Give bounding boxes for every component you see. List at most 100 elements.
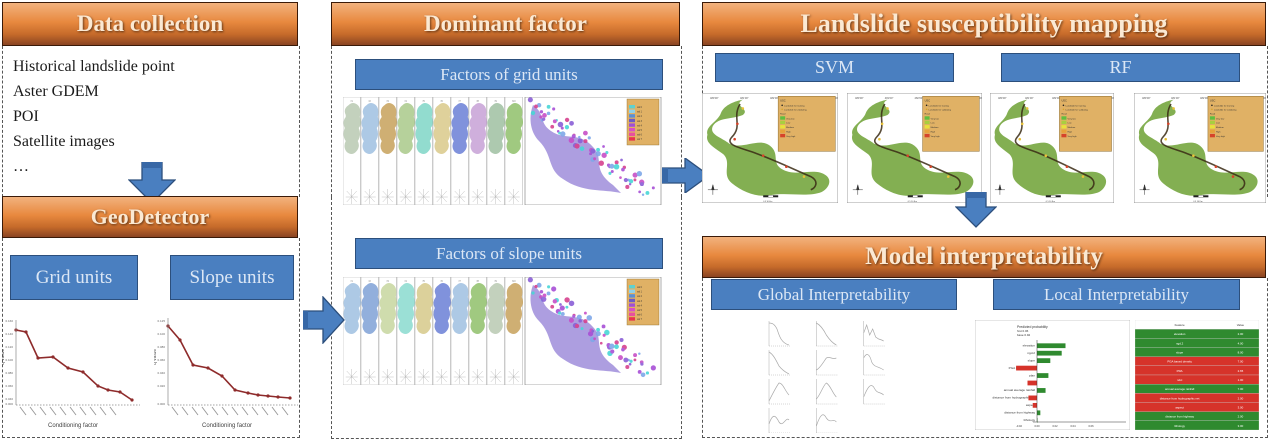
svg-text:482'00": 482'00" (915, 96, 924, 100)
svg-text:val 6: val 6 (637, 135, 643, 137)
svg-text:8.00: 8.00 (1238, 350, 1244, 354)
svg-text:Landslide for training: Landslide for training (1214, 104, 1235, 107)
svg-text:USC: USC (780, 98, 786, 102)
svg-text:lithology: lithology (1024, 418, 1036, 422)
svg-text:0.020: 0.020 (157, 384, 165, 388)
svg-text:Value: Value (1237, 323, 1245, 327)
svg-text:elevation: elevation (1023, 343, 1036, 347)
svg-text:Road: Road (1061, 113, 1067, 115)
svg-text:High: High (931, 132, 936, 134)
svg-text:Very high: Very high (786, 135, 796, 138)
svg-text:ngd.2: ngd.2 (1027, 351, 1035, 355)
svg-text:0.000: 0.000 (157, 402, 165, 406)
svg-text:0.060: 0.060 (157, 358, 165, 362)
svg-text:Road: Road (780, 113, 786, 115)
svg-text:aspect: aspect (1175, 405, 1184, 409)
svg-text:Medium: Medium (786, 127, 794, 129)
svg-text:480'00": 480'00" (710, 96, 719, 100)
svg-text:2.00: 2.00 (1238, 332, 1244, 336)
svg-text:482'00": 482'00" (770, 96, 779, 100)
svg-text:0.06: 0.06 (1088, 424, 1094, 428)
svg-text:Landslide for validating: Landslide for validating (784, 108, 807, 111)
svg-text:Conditioning factor: Conditioning factor (202, 423, 252, 429)
svg-text:Feature: Feature (1175, 323, 1185, 327)
svg-text:0.040: 0.040 (5, 397, 13, 401)
svg-text:0 5 10 Km: 0 5 10 Km (1193, 201, 1202, 203)
svg-text:ndvi: ndvi (1177, 378, 1183, 382)
svg-text:Medium: Medium (1067, 127, 1075, 129)
svg-text:480'00": 480'00" (998, 96, 1007, 100)
svg-text:0 5 10 Km: 0 5 10 Km (763, 201, 772, 203)
svg-text:PGA based density: PGA based density (1167, 360, 1192, 364)
svg-text:Medium: Medium (931, 127, 939, 129)
svg-text:Low: Low (786, 123, 790, 125)
svg-text:val 4: val 4 (637, 305, 643, 307)
svg-text:base 0.92: base 0.92 (1017, 333, 1031, 337)
svg-text:0 5 10 Km: 0 5 10 Km (1046, 201, 1055, 203)
svg-text:2.00: 2.00 (1238, 415, 1244, 419)
svg-text:val 0: val 0 (637, 107, 643, 109)
svg-text:Conditioning factor: Conditioning factor (48, 423, 98, 429)
svg-text:Very low: Very low (1216, 117, 1225, 120)
svg-text:0.00: 0.00 (1034, 424, 1040, 428)
svg-text:481'00": 481'00" (1171, 96, 1180, 100)
svg-text:480'00": 480'00" (855, 96, 864, 100)
svg-text:0.02: 0.02 (1052, 424, 1058, 428)
svg-text:val 7: val 7 (637, 319, 643, 321)
svg-text:val 1: val 1 (637, 292, 643, 294)
svg-text:Landslide for validating: Landslide for validating (1214, 108, 1237, 111)
svg-text:val 0: val 0 (637, 287, 643, 289)
svg-text:val 4: val 4 (637, 125, 643, 127)
svg-text:val 5: val 5 (637, 310, 643, 312)
svg-text:0.100: 0.100 (157, 332, 165, 336)
svg-text:2.00: 2.00 (1238, 396, 1244, 400)
svg-text:q value: q value (154, 349, 158, 365)
svg-text:0.140: 0.140 (5, 332, 13, 336)
svg-text:0.000: 0.000 (5, 402, 13, 406)
svg-text:480'00": 480'00" (1142, 96, 1151, 100)
svg-text:Landslide for validating: Landslide for validating (1065, 108, 1088, 111)
svg-text:Very high: Very high (931, 135, 941, 138)
svg-text:Medium: Medium (1216, 127, 1224, 129)
svg-text:High: High (786, 132, 791, 134)
svg-text:Very high: Very high (1216, 135, 1226, 138)
svg-text:val 7: val 7 (637, 139, 643, 141)
svg-text:0.080: 0.080 (157, 345, 165, 349)
svg-text:7.00: 7.00 (1238, 387, 1244, 391)
svg-text:-0.02: -0.02 (1016, 424, 1022, 428)
svg-text:USC: USC (1061, 98, 1067, 102)
svg-text:1.00: 1.00 (1238, 378, 1244, 382)
svg-text:0.160: 0.160 (5, 319, 13, 323)
svg-text:slope: slope (1176, 350, 1183, 354)
svg-text:distance from hydrographic net: distance from hydrographic net (1160, 396, 1200, 400)
svg-text:3.00: 3.00 (1238, 405, 1244, 409)
svg-text:0 5 10 Km: 0 5 10 Km (908, 201, 917, 203)
svg-text:f10: f10 (512, 99, 516, 103)
svg-text:Landslide for training: Landslide for training (1065, 104, 1086, 107)
svg-text:2.65: 2.65 (1238, 369, 1244, 373)
svg-text:3.00: 3.00 (1238, 424, 1244, 428)
svg-text:val 1: val 1 (637, 112, 643, 114)
svg-text:val 2: val 2 (637, 296, 643, 298)
svg-text:val 5: val 5 (637, 130, 643, 132)
svg-text:Very high: Very high (1067, 135, 1077, 138)
svg-text:annual average rainfall: annual average rainfall (1165, 387, 1195, 391)
svg-text:0.04: 0.04 (1070, 424, 1076, 428)
svg-text:Very low: Very low (931, 117, 940, 120)
svg-text:PRA: PRA (1177, 369, 1183, 373)
svg-text:annual average rainfall: annual average rainfall (1004, 388, 1036, 392)
svg-text:482'00": 482'00" (1200, 96, 1209, 100)
svg-text:val 2: val 2 (637, 116, 643, 118)
svg-text:USC: USC (1210, 98, 1216, 102)
svg-text:0.060: 0.060 (5, 384, 13, 388)
svg-text:lithology: lithology (1174, 424, 1185, 428)
svg-text:distance from highway: distance from highway (1165, 415, 1194, 419)
svg-text:481'00": 481'00" (740, 96, 749, 100)
svg-text:val 3: val 3 (637, 301, 643, 303)
svg-text:0.125: 0.125 (157, 319, 165, 323)
svg-text:Low: Low (1067, 123, 1071, 125)
svg-text:Landslide for training: Landslide for training (929, 104, 950, 107)
svg-text:ngd.2: ngd.2 (1176, 341, 1184, 345)
svg-text:USC: USC (925, 98, 931, 102)
svg-text:0.040: 0.040 (157, 371, 165, 375)
